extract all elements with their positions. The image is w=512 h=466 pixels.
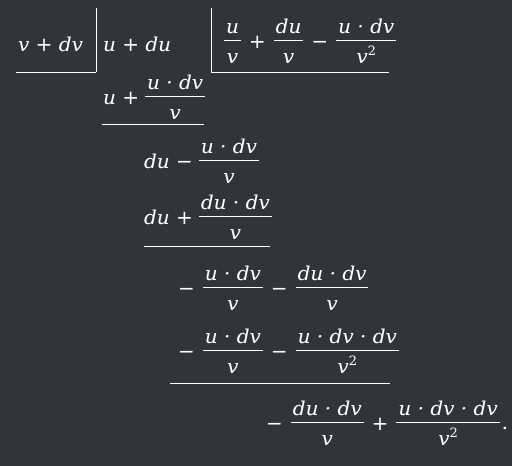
- divisor-underline: [16, 72, 96, 73]
- step-fraction-1: u · dv v: [202, 326, 263, 378]
- step-fraction-1: du · dv v: [290, 398, 364, 450]
- quotient: u v + du v − u · dv v2: [222, 16, 398, 66]
- fraction-denominator: v: [321, 426, 333, 450]
- fraction-denominator: v2: [337, 354, 357, 378]
- fraction-numerator: u · dv: [202, 263, 263, 288]
- quotient-operator-1: +: [248, 29, 266, 53]
- step-6: − du · dv v + u · dv · dv v2 .: [260, 398, 508, 448]
- step-5: − u · dv v − u · dv · dv v2: [172, 326, 401, 376]
- fraction-denominator: v: [326, 291, 338, 315]
- step-lead: −: [266, 411, 283, 435]
- fraction-numerator: u: [224, 16, 241, 41]
- quotient-bracket: [211, 8, 212, 72]
- step-operator: +: [371, 411, 389, 435]
- fraction-denominator: v: [229, 220, 241, 244]
- subtraction-line-3: [170, 383, 390, 384]
- step-operator: −: [270, 276, 288, 300]
- fraction-numerator: u · dv · dv: [396, 398, 500, 423]
- step-lead: du −: [144, 149, 193, 173]
- subtraction-line-1: [102, 124, 204, 125]
- quotient-underline: [211, 72, 389, 73]
- fraction-numerator: u · dv · dv: [295, 326, 399, 351]
- step-3: du + du · dv v: [144, 192, 274, 242]
- step-fraction-2: u · dv · dv v2: [396, 398, 500, 450]
- fraction-numerator: du · dv: [290, 398, 364, 423]
- step-fraction-1: u · dv v: [202, 263, 263, 315]
- fraction-denominator: v: [223, 164, 235, 188]
- fraction-numerator: du · dv: [295, 263, 369, 288]
- step-fraction-2: du · dv v: [295, 263, 369, 315]
- quotient-fraction-1: u v: [224, 16, 241, 66]
- fraction-denominator: v2: [438, 426, 458, 450]
- step-lead: −: [178, 339, 195, 363]
- step-fraction: u · dv v: [145, 72, 206, 124]
- fraction-numerator: u · dv: [145, 72, 206, 97]
- subtraction-line-2: [144, 246, 270, 247]
- fraction-numerator: u · dv: [202, 326, 263, 351]
- step-fraction-2: u · dv · dv v2: [295, 326, 399, 378]
- step-lead: −: [178, 276, 195, 300]
- quotient-fraction-2: du v: [273, 16, 304, 68]
- fraction-numerator: u · dv: [198, 136, 259, 161]
- step-lead: u +: [103, 85, 139, 109]
- quotient-operator-2: −: [311, 29, 329, 53]
- fraction-numerator: du: [273, 16, 304, 41]
- step-2: du − u · dv v: [144, 136, 261, 186]
- dividend-text: u + du: [103, 32, 172, 56]
- division-bracket: [96, 8, 97, 72]
- quotient-fraction-3: u · dv v2: [336, 16, 397, 68]
- fraction-numerator: u · dv: [336, 16, 397, 41]
- final-period: .: [501, 410, 508, 434]
- step-operator: −: [270, 339, 288, 363]
- step-1: u + u · dv v: [103, 72, 207, 122]
- fraction-denominator: v: [227, 354, 239, 378]
- step-4: − u · dv v − du · dv v: [172, 263, 370, 313]
- step-fraction: u · dv v: [198, 136, 259, 188]
- divisor: v + dv: [18, 34, 83, 54]
- fraction-denominator: v: [226, 44, 239, 68]
- dividend: u + du: [103, 34, 171, 54]
- fraction-denominator: v: [282, 44, 295, 68]
- divisor-text: v + dv: [18, 32, 83, 56]
- fraction-denominator: v: [227, 291, 239, 315]
- fraction-numerator: du · dv: [198, 192, 272, 217]
- step-fraction: du · dv v: [198, 192, 272, 244]
- fraction-denominator: v: [169, 100, 181, 124]
- step-lead: du +: [144, 205, 193, 229]
- fraction-denominator: v2: [356, 44, 376, 68]
